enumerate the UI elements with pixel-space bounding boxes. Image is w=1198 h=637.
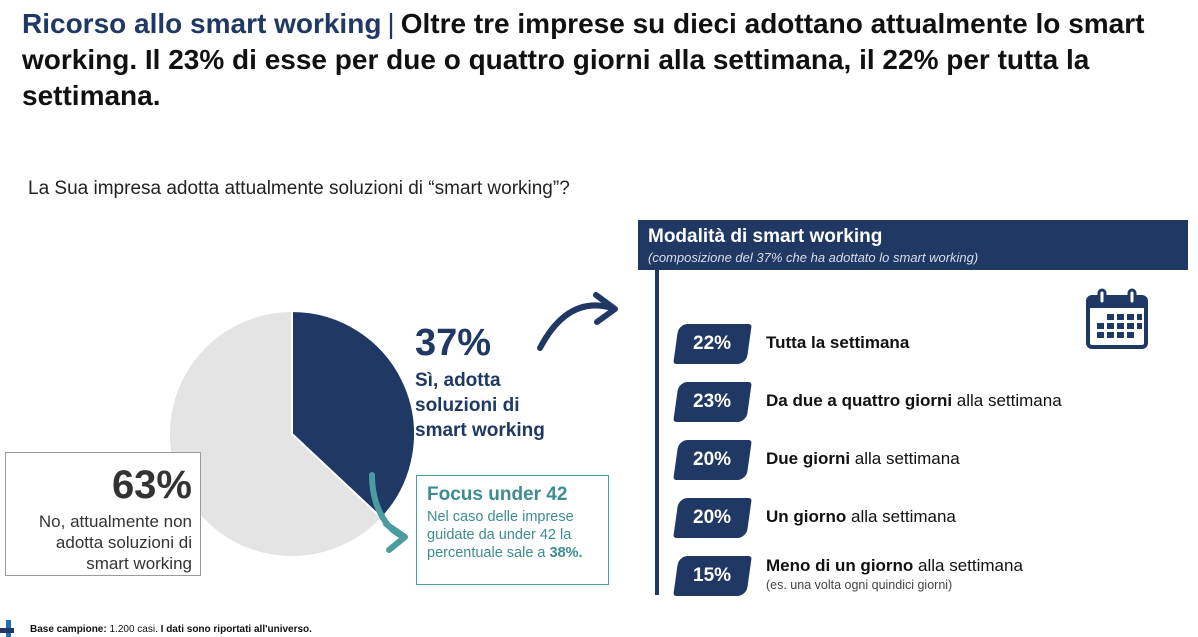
title-separator: | <box>387 8 395 39</box>
footer-universe-note: I dati sono riportati all'universo. <box>160 624 312 635</box>
focus-arrow-head <box>383 521 408 553</box>
survey-question: La Sua impresa adotta attualmente soluzi… <box>28 178 570 199</box>
title-text: Oltre tre imprese su dieci adottano attu… <box>22 8 1145 111</box>
no-label: No, attualmente non adotta soluzioni di … <box>38 512 192 573</box>
yes-label: Sì, adotta soluzioni di smart working <box>415 370 545 441</box>
mode-badge-1: 23% <box>673 382 752 422</box>
curved-arrow-head <box>593 292 618 325</box>
page-title: Ricorso allo smart working | Oltre tre imp… <box>22 6 1192 114</box>
modes-panel-header: Modalità di smart working (composizione … <box>638 220 1188 270</box>
footer-note: Base campione: 1.200 casi. I dati sono r… <box>30 624 312 635</box>
footer-count: 1.200 casi. <box>109 624 158 635</box>
pie-slice-yes <box>291 309 416 520</box>
modes-subtitle: (composizione del 37% che ha adottato lo… <box>648 250 979 265</box>
calendar-icon <box>1086 288 1148 349</box>
focus-value: 38%. <box>549 545 583 561</box>
logo-mark-icon <box>0 620 14 637</box>
mode-label-2: Due giorni alla settimana <box>766 449 960 468</box>
title-kicker: Ricorso allo smart working <box>22 8 382 39</box>
mode-label-0: Tutta la settimana <box>766 333 910 352</box>
focus-text-body: Nel caso delle imprese guidate da under … <box>427 509 574 561</box>
mode-badge-0: 22% <box>673 324 752 364</box>
no-percentage: 63% <box>111 463 192 507</box>
mode-badge-3: 20% <box>673 498 752 538</box>
modes-panel-rule <box>655 270 659 595</box>
mode-label-3: Un giorno alla settimana <box>766 507 956 526</box>
mode-note-4: (es. una volta ogni quindici giorni) <box>766 578 953 592</box>
modes-title: Modalità di smart working <box>648 226 883 247</box>
footer-label: Base campione: <box>30 624 107 635</box>
focus-callout: Focus under 42 Nel caso delle imprese gu… <box>416 475 609 585</box>
mode-badge-4: 15% <box>673 556 752 596</box>
focus-title: Focus under 42 <box>427 484 568 505</box>
focus-text: Nel caso delle imprese guidate da under … <box>427 508 605 562</box>
no-callout: 63% No, attualmente non adotta soluzioni… <box>5 452 201 576</box>
curved-arrow-icon <box>537 302 615 351</box>
mode-badge-2: 20% <box>673 440 752 480</box>
mode-label-4: Meno di un giorno alla settimana <box>766 556 1023 575</box>
yes-percentage: 37% <box>415 322 492 364</box>
mode-label-1: Da due a quattro giorni alla settimana <box>766 391 1062 410</box>
